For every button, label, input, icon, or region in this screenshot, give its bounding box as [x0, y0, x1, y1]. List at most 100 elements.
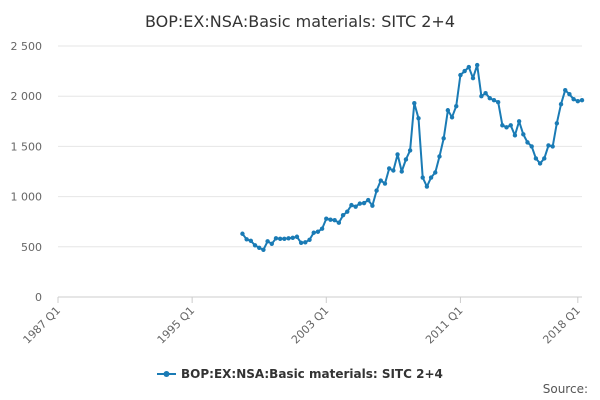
data-point[interactable] — [319, 226, 325, 231]
data-point[interactable] — [273, 236, 279, 241]
data-point[interactable] — [382, 181, 388, 186]
data-point[interactable] — [437, 154, 442, 159]
data-point[interactable] — [395, 152, 400, 157]
data-point[interactable] — [445, 108, 451, 113]
data-point[interactable] — [424, 184, 430, 189]
data-point[interactable] — [546, 143, 551, 148]
data-point[interactable] — [558, 102, 564, 107]
series — [240, 62, 585, 253]
data-point[interactable] — [458, 72, 463, 78]
data-point[interactable] — [340, 212, 346, 218]
chart-title: BOP:EX:NSA:Basic materials: SITC 2+4 — [145, 12, 455, 31]
data-point[interactable] — [303, 240, 308, 245]
data-point[interactable] — [336, 220, 342, 225]
data-point[interactable] — [290, 235, 295, 240]
data-point[interactable] — [525, 140, 530, 145]
data-point[interactable] — [261, 247, 266, 253]
y-tick-label: 0 — [35, 291, 42, 304]
data-point[interactable] — [412, 101, 417, 106]
data-point[interactable] — [403, 157, 409, 162]
grid — [58, 45, 582, 248]
data-point[interactable] — [391, 168, 396, 173]
data-point[interactable] — [265, 239, 270, 244]
data-point[interactable] — [479, 94, 484, 99]
data-point[interactable] — [311, 230, 316, 235]
data-point[interactable] — [374, 188, 379, 193]
data-point[interactable] — [441, 136, 446, 141]
data-point[interactable] — [298, 240, 304, 245]
data-point[interactable] — [252, 243, 258, 248]
y-tick-label: 1 500 — [11, 140, 43, 153]
data-point[interactable] — [332, 217, 337, 223]
y-tick-label: 500 — [21, 241, 42, 254]
data-point[interactable] — [491, 98, 497, 103]
data-point[interactable] — [508, 123, 513, 128]
data-point[interactable] — [345, 209, 350, 214]
data-point[interactable] — [512, 133, 518, 138]
data-point[interactable] — [407, 148, 413, 153]
data-point[interactable] — [529, 144, 534, 149]
data-point[interactable] — [328, 217, 333, 222]
data-point[interactable] — [516, 119, 522, 124]
data-point[interactable] — [470, 75, 476, 81]
y-axis: 0 500 1 000 1 500 2 000 2 500 — [11, 40, 43, 304]
data-point[interactable] — [475, 62, 480, 68]
data-point[interactable] — [504, 125, 509, 130]
y-tick-label: 2 000 — [11, 90, 43, 103]
data-point[interactable] — [282, 236, 287, 241]
data-point[interactable] — [571, 97, 576, 102]
data-point[interactable] — [361, 200, 367, 206]
data-point[interactable] — [307, 237, 312, 242]
data-point[interactable] — [449, 115, 455, 120]
data-point[interactable] — [554, 121, 560, 126]
data-point[interactable] — [420, 175, 425, 180]
data-point[interactable] — [366, 197, 371, 203]
source-label: Source: — [542, 382, 588, 396]
data-point[interactable] — [466, 64, 472, 70]
data-point[interactable] — [248, 238, 254, 243]
data-point[interactable] — [378, 178, 383, 183]
x-axis: 1987 Q1 1995 Q1 2003 Q1 2011 Q1 2018 Q1 — [21, 296, 583, 347]
data-point[interactable] — [550, 144, 555, 149]
data-point[interactable] — [294, 234, 300, 239]
legend-swatch-marker — [163, 371, 170, 377]
data-point[interactable] — [533, 156, 539, 161]
data-point[interactable] — [462, 68, 467, 74]
data-point[interactable] — [386, 166, 392, 171]
data-point[interactable] — [370, 203, 375, 208]
data-point[interactable] — [542, 156, 547, 161]
legend[interactable]: BOP:EX:NSA:Basic materials: SITC 2+4 — [157, 367, 443, 381]
data-point[interactable] — [357, 201, 363, 206]
data-point[interactable] — [286, 236, 291, 241]
data-point[interactable] — [483, 90, 488, 96]
data-point[interactable] — [399, 169, 404, 174]
data-point[interactable] — [495, 100, 501, 105]
data-point[interactable] — [353, 204, 358, 209]
data-point[interactable] — [454, 104, 459, 109]
series-line — [241, 64, 583, 251]
data-point[interactable] — [537, 161, 543, 166]
data-point[interactable] — [433, 170, 438, 175]
data-point[interactable] — [315, 229, 321, 234]
x-tick-label: 2018 Q1 — [540, 304, 583, 347]
data-point[interactable] — [240, 231, 245, 236]
data-point[interactable] — [416, 116, 421, 121]
data-point[interactable] — [244, 237, 249, 242]
data-point[interactable] — [269, 241, 274, 246]
x-tick-label: 2003 Q1 — [289, 304, 332, 347]
data-point[interactable] — [579, 98, 585, 103]
data-point[interactable] — [563, 87, 568, 93]
data-point[interactable] — [324, 216, 329, 221]
data-point[interactable] — [257, 245, 262, 251]
data-point[interactable] — [500, 123, 505, 128]
data-point[interactable] — [277, 236, 283, 241]
legend-label: BOP:EX:NSA:Basic materials: SITC 2+4 — [181, 367, 443, 381]
data-point[interactable] — [567, 91, 572, 97]
data-point[interactable] — [349, 202, 354, 208]
x-tick-label: 2011 Q1 — [423, 304, 466, 347]
data-point[interactable] — [521, 132, 526, 137]
data-point[interactable] — [487, 96, 492, 101]
data-point[interactable] — [428, 175, 434, 180]
data-point[interactable] — [575, 99, 581, 104]
